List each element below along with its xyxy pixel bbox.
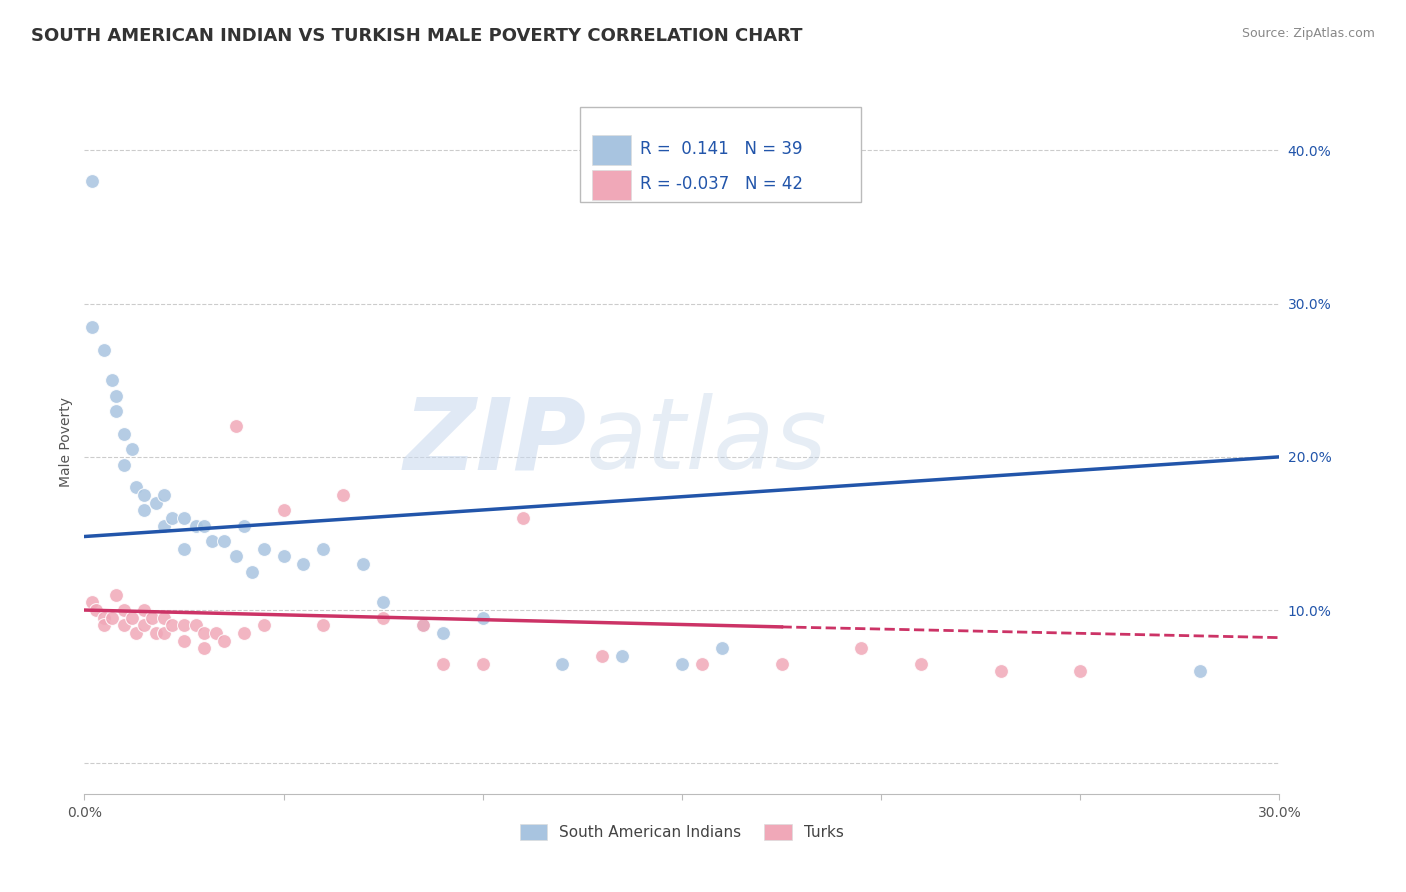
Point — [105, 388, 128, 402]
Text: atlas: atlas — [586, 393, 828, 490]
Point — [212, 534, 235, 549]
Point — [591, 648, 613, 663]
Point — [312, 618, 335, 632]
Point — [145, 626, 167, 640]
Point — [112, 458, 135, 472]
Point — [125, 481, 148, 495]
Point — [101, 610, 124, 624]
Text: ZIP: ZIP — [404, 393, 586, 490]
Point — [1069, 665, 1091, 679]
Point — [145, 496, 167, 510]
Point — [1188, 665, 1211, 679]
Point — [132, 503, 156, 517]
Point — [112, 603, 135, 617]
Point — [273, 549, 295, 564]
Point — [312, 541, 335, 556]
Point — [551, 657, 574, 671]
Point — [132, 603, 156, 617]
Point — [910, 657, 932, 671]
Point — [273, 503, 295, 517]
Point — [373, 610, 395, 624]
Point — [121, 442, 143, 457]
Point — [671, 657, 693, 671]
Point — [253, 541, 276, 556]
Point — [82, 595, 104, 609]
Point — [471, 657, 494, 671]
Point — [173, 618, 195, 632]
Point — [201, 534, 224, 549]
Point — [132, 618, 156, 632]
Point — [184, 518, 207, 533]
Point — [86, 603, 108, 617]
Point — [332, 488, 354, 502]
FancyBboxPatch shape — [581, 107, 862, 202]
Point — [193, 518, 215, 533]
Point — [105, 588, 128, 602]
Point — [82, 319, 104, 334]
Point — [141, 610, 163, 624]
Point — [212, 633, 235, 648]
Legend: South American Indians, Turks: South American Indians, Turks — [513, 818, 851, 847]
FancyBboxPatch shape — [592, 170, 630, 200]
Point — [710, 641, 733, 656]
Point — [184, 618, 207, 632]
Point — [432, 626, 454, 640]
Point — [690, 657, 713, 671]
Point — [232, 626, 254, 640]
Point — [512, 511, 534, 525]
Point — [412, 618, 434, 632]
Point — [125, 626, 148, 640]
Point — [770, 657, 793, 671]
Point — [373, 595, 395, 609]
Point — [132, 488, 156, 502]
Point — [160, 618, 183, 632]
Point — [225, 419, 247, 434]
Point — [173, 541, 195, 556]
Point — [160, 511, 183, 525]
Point — [292, 557, 315, 571]
Point — [93, 618, 115, 632]
Point — [153, 518, 176, 533]
Point — [352, 557, 374, 571]
Text: Source: ZipAtlas.com: Source: ZipAtlas.com — [1241, 27, 1375, 40]
Text: SOUTH AMERICAN INDIAN VS TURKISH MALE POVERTY CORRELATION CHART: SOUTH AMERICAN INDIAN VS TURKISH MALE PO… — [31, 27, 803, 45]
Point — [82, 174, 104, 188]
Point — [412, 618, 434, 632]
Point — [153, 610, 176, 624]
Point — [93, 343, 115, 357]
Point — [173, 633, 195, 648]
Point — [225, 549, 247, 564]
Text: R =  0.141   N = 39: R = 0.141 N = 39 — [640, 140, 803, 158]
Point — [193, 626, 215, 640]
Point — [173, 511, 195, 525]
Point — [253, 618, 276, 632]
Point — [432, 657, 454, 671]
Text: R = -0.037   N = 42: R = -0.037 N = 42 — [640, 176, 803, 194]
Point — [612, 648, 634, 663]
FancyBboxPatch shape — [592, 135, 630, 165]
Point — [205, 626, 228, 640]
Point — [112, 618, 135, 632]
Point — [471, 610, 494, 624]
Point — [851, 641, 873, 656]
Point — [240, 565, 263, 579]
Point — [193, 641, 215, 656]
Point — [93, 610, 115, 624]
Y-axis label: Male Poverty: Male Poverty — [59, 397, 73, 486]
Point — [153, 488, 176, 502]
Point — [105, 404, 128, 418]
Point — [232, 518, 254, 533]
Point — [990, 665, 1012, 679]
Point — [153, 626, 176, 640]
Point — [112, 426, 135, 441]
Point — [121, 610, 143, 624]
Point — [101, 373, 124, 387]
